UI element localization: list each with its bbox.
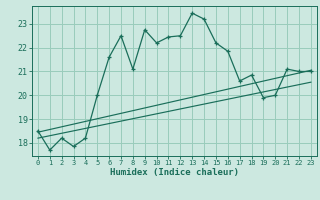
X-axis label: Humidex (Indice chaleur): Humidex (Indice chaleur) [110,168,239,177]
